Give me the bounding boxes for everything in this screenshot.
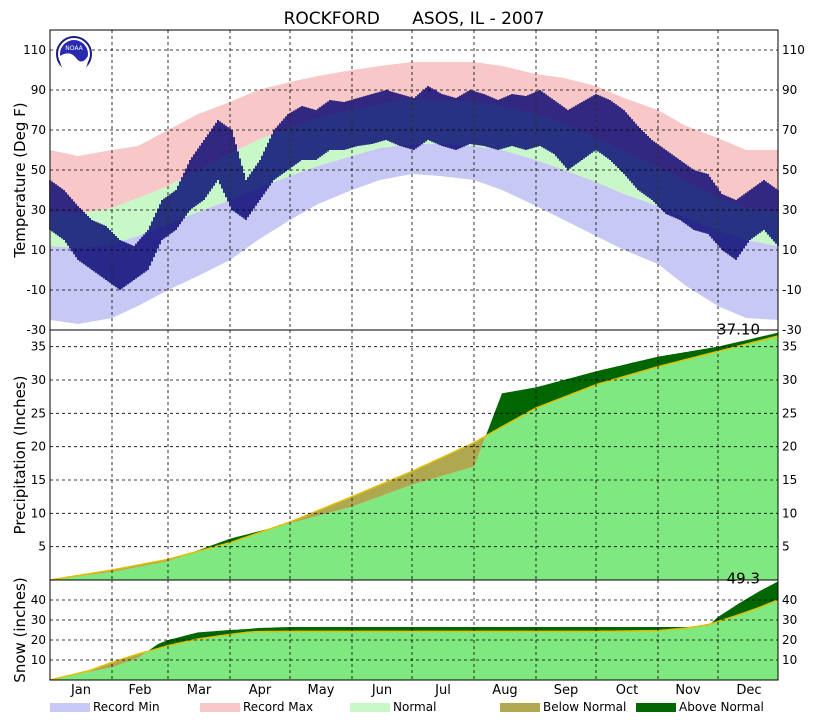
month-label-sep: Sep xyxy=(554,683,579,698)
y-tick-label: 20 xyxy=(31,440,46,454)
legend-swatch-below-normal xyxy=(500,703,540,712)
legend-swatch-record-min xyxy=(50,703,90,712)
month-label-mar: Mar xyxy=(187,683,212,698)
y-tick-label-right: -10 xyxy=(782,283,802,297)
total-label: 49.3 xyxy=(727,569,760,587)
snow-ylabel: Snow (inches) xyxy=(11,577,29,682)
month-label-jun: Jun xyxy=(371,683,392,698)
month-label-jul: Jul xyxy=(434,683,451,698)
y-tick-label-right: 10 xyxy=(782,243,797,257)
y-tick-label-right: 30 xyxy=(782,373,797,387)
legend-label-record-max: Record Max xyxy=(243,700,313,714)
y-tick-label: 10 xyxy=(31,653,46,667)
month-label-feb: Feb xyxy=(128,683,151,698)
legend-swatch-above-normal xyxy=(636,703,676,712)
month-label-may: May xyxy=(308,683,335,698)
y-tick-label: 20 xyxy=(31,633,46,647)
temperature-panel: -30 -30 -10 -10 10 10 30 30 50 50 70 70 90 90 110 110 xyxy=(23,29,805,337)
y-tick-label: -30 xyxy=(26,323,46,337)
month-label-aug: Aug xyxy=(492,683,517,698)
y-tick-label: 30 xyxy=(31,373,46,387)
temperature-ylabel: Temperature (Deg F) xyxy=(11,102,29,258)
legend-label-record-min: Record Min xyxy=(93,700,160,714)
y-tick-label-right: 10 xyxy=(782,653,797,667)
y-tick-label-right: 20 xyxy=(782,440,797,454)
y-tick-label-right: 35 xyxy=(782,340,797,354)
y-tick-label-right: 25 xyxy=(782,406,797,420)
normal-line xyxy=(49,599,779,681)
y-tick-label: 50 xyxy=(31,163,46,177)
y-tick-label: 10 xyxy=(31,243,46,257)
y-tick-label: 70 xyxy=(31,123,46,137)
panel-frame xyxy=(49,579,779,681)
noaa-logo-icon: NOAA xyxy=(56,36,92,74)
y-tick-label-right: 30 xyxy=(782,203,797,217)
y-tick-label-right: 90 xyxy=(782,83,797,97)
precipitation-ylabel: Precipitation (Inches) xyxy=(11,376,29,535)
month-label-dec: Dec xyxy=(736,683,761,698)
logo-text: NOAA xyxy=(65,45,83,52)
y-tick-label-right: -30 xyxy=(782,323,802,337)
x-axis: Jan Feb Mar Apr May Jun Jul Aug Sep Oct Nov Dec xyxy=(70,683,762,698)
normal-line xyxy=(49,335,779,581)
y-tick-label-right: 20 xyxy=(782,633,797,647)
y-tick-label-right: 15 xyxy=(782,473,797,487)
snow-panel: 10 10 20 20 30 30 40 40 49.3 xyxy=(31,569,797,681)
y-tick-label-right: 40 xyxy=(782,593,797,607)
y-tick-label: 90 xyxy=(31,83,46,97)
observed-temperature-bars xyxy=(49,86,779,290)
y-tick-label: 25 xyxy=(31,406,46,420)
month-label-apr: Apr xyxy=(249,683,272,698)
y-tick-label-right: 110 xyxy=(782,43,805,57)
legend-swatch-record-max xyxy=(200,703,240,712)
chart-title: ROCKFORD ASOS, IL - 2007 xyxy=(284,9,545,29)
y-tick-label: 30 xyxy=(31,203,46,217)
total-label: 37.10 xyxy=(717,321,760,339)
y-tick-label: -10 xyxy=(26,283,46,297)
accumulated-area xyxy=(50,336,778,580)
month-label-jan: Jan xyxy=(70,683,91,698)
legend-label-below-normal: Below Normal xyxy=(543,700,626,714)
y-tick-label: 40 xyxy=(31,593,46,607)
y-tick-label: 30 xyxy=(31,613,46,627)
y-tick-label: 15 xyxy=(31,473,46,487)
legend-swatch-normal xyxy=(350,703,390,712)
y-tick-label-right: 50 xyxy=(782,163,797,177)
precipitation-panel: 5 5 10 10 15 15 20 20 25 25 30 30 35 35 37.10 xyxy=(31,321,797,581)
legend-label-above-normal: Above Normal xyxy=(679,700,764,714)
month-label-nov: Nov xyxy=(675,683,701,698)
y-tick-label: 35 xyxy=(31,340,46,354)
month-label-oct: Oct xyxy=(616,683,638,698)
y-tick-label: 5 xyxy=(38,540,46,554)
y-tick-label-right: 10 xyxy=(782,506,797,520)
legend: Record Min Record Max Normal Below Normal Ab… xyxy=(50,700,764,714)
y-tick-label-right: 30 xyxy=(782,613,797,627)
y-tick-label: 110 xyxy=(23,43,46,57)
y-tick-label: 10 xyxy=(31,506,46,520)
y-tick-label-right: 5 xyxy=(782,540,790,554)
y-tick-label-right: 70 xyxy=(782,123,797,137)
legend-label-normal: Normal xyxy=(393,700,436,714)
